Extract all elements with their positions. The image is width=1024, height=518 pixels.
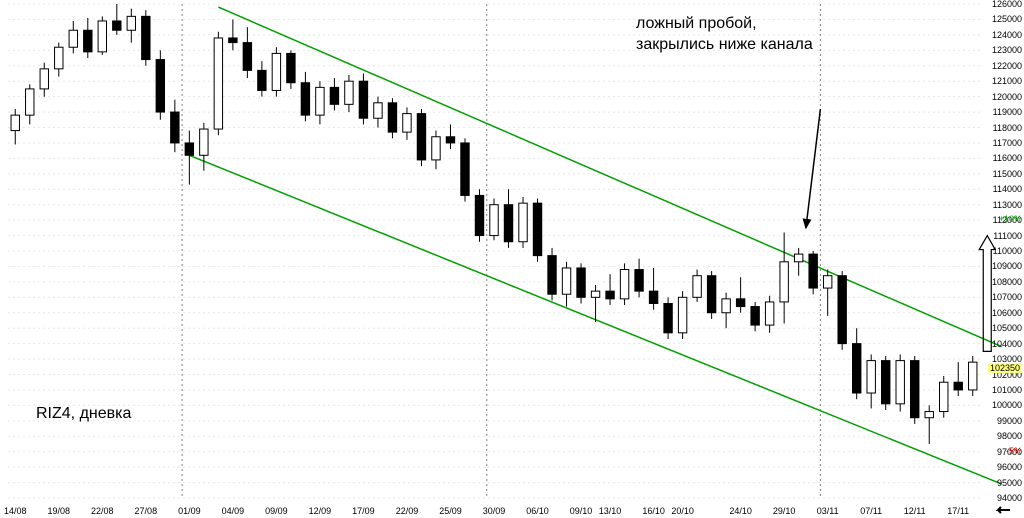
y-tick: 110000: [993, 246, 1022, 256]
x-tick: 09/10: [570, 506, 593, 516]
y-tick: 114000: [993, 184, 1022, 194]
y-tick: 107000: [992, 292, 1022, 302]
price-marker: +10%: [999, 214, 1022, 224]
y-tick: 98000: [997, 431, 1022, 441]
x-tick: 22/09: [396, 506, 419, 516]
x-tick: 14/08: [4, 506, 27, 516]
y-tick: 100000: [992, 400, 1022, 410]
y-tick: 123000: [992, 45, 1022, 55]
x-tick: 03/11: [817, 506, 839, 516]
x-tick: 07/11: [860, 506, 882, 516]
y-tick: 96000: [997, 462, 1022, 472]
price-marker: -5%: [1006, 446, 1022, 456]
y-tick: 101000: [992, 385, 1022, 395]
x-tick: 17/11: [947, 506, 969, 516]
y-tick: 99000: [997, 416, 1022, 426]
y-tick: 113000: [993, 200, 1022, 210]
x-tick: 30/09: [483, 506, 506, 516]
annotation-false-breakout: ложный пробой, закрылись ниже канала: [636, 14, 813, 56]
x-tick: 17/09: [352, 506, 375, 516]
y-tick: 125000: [992, 14, 1022, 24]
x-tick: 12/09: [309, 506, 332, 516]
y-tick: 121000: [992, 76, 1022, 86]
x-tick: 12/11: [904, 506, 926, 516]
candlestick-chart: [0, 0, 1024, 518]
y-tick: 124000: [992, 30, 1022, 40]
y-tick: 120000: [992, 92, 1022, 102]
y-tick: 118000: [993, 123, 1022, 133]
x-tick: 09/09: [265, 506, 288, 516]
x-tick: 24/10: [729, 506, 752, 516]
x-tick: 19/08: [48, 506, 71, 516]
x-tick: 06/10: [526, 506, 549, 516]
y-tick: 105000: [992, 323, 1022, 333]
x-tick: 29/10: [773, 506, 796, 516]
price-marker: 102350: [988, 363, 1022, 373]
y-tick: 106000: [992, 308, 1022, 318]
y-tick: 95000: [997, 478, 1022, 488]
y-tick: 104000: [992, 339, 1022, 349]
y-tick: 109000: [992, 261, 1022, 271]
x-tick: 22/08: [91, 506, 114, 516]
x-tick: 13/10: [599, 506, 622, 516]
x-tick: 04/09: [222, 506, 245, 516]
y-tick: 119000: [993, 107, 1022, 117]
chart-label-instrument: RIZ4, дневка: [36, 404, 131, 425]
y-tick: 108000: [992, 277, 1022, 287]
y-tick: 117000: [993, 138, 1022, 148]
y-tick: 116000: [993, 153, 1022, 163]
y-tick: 122000: [992, 61, 1022, 71]
x-tick: 16/10: [642, 506, 665, 516]
x-tick: 27/08: [135, 506, 158, 516]
x-tick: 20/10: [671, 506, 694, 516]
y-tick: 115000: [993, 169, 1022, 179]
x-tick: 01/09: [178, 506, 201, 516]
x-tick: 25/09: [439, 506, 462, 516]
y-tick: 126000: [992, 0, 1022, 9]
y-tick: 94000: [997, 493, 1022, 503]
y-tick: 111000: [993, 231, 1022, 241]
